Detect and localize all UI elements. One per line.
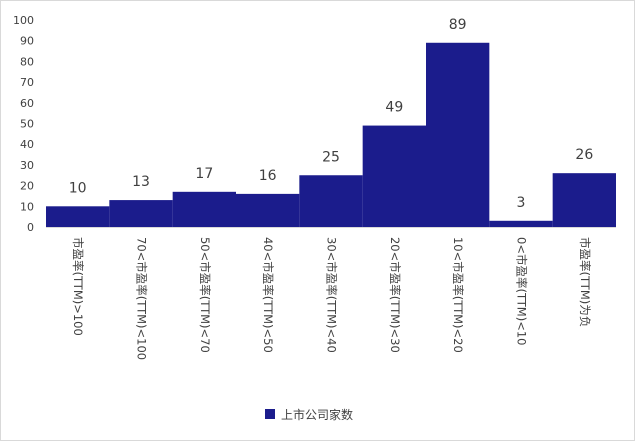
bar	[109, 200, 173, 227]
bar	[489, 220, 553, 227]
y-tick-label: 70	[20, 76, 34, 89]
y-axis: 0 10 20 30 40 50 60 70 80 90 100	[13, 14, 34, 234]
x-tick-label: 0<市盈率(TTM)<10	[515, 237, 529, 345]
y-tick-label: 80	[20, 55, 34, 68]
bar	[552, 173, 616, 227]
data-label: 13	[132, 174, 150, 190]
y-tick-label: 40	[20, 138, 34, 151]
y-tick-label: 0	[27, 221, 34, 234]
bar	[299, 175, 363, 227]
bar	[236, 193, 300, 227]
x-tick-label: 市盈率(TTM)为负	[578, 237, 592, 327]
y-tick-label: 90	[20, 35, 34, 48]
data-labels: 10 13 17 16 25 49 89 3 26	[69, 17, 594, 211]
x-tick-label: 50<市盈率(TTM)<70	[198, 237, 212, 353]
bars	[46, 42, 616, 227]
y-tick-label: 60	[20, 97, 34, 110]
legend: 上市公司家数	[265, 407, 353, 422]
data-label: 25	[322, 149, 340, 165]
bar	[46, 206, 110, 227]
data-label: 26	[575, 147, 593, 163]
x-tick-label: 40<市盈率(TTM)<50	[261, 237, 275, 353]
data-label: 17	[195, 166, 213, 182]
bar	[426, 42, 490, 227]
legend-swatch	[265, 409, 275, 419]
x-tick-label: 10<市盈率(TTM)<20	[451, 237, 465, 353]
y-tick-label: 20	[20, 180, 34, 193]
data-label: 3	[517, 195, 526, 211]
x-tick-label: 30<市盈率(TTM)<40	[325, 237, 339, 353]
data-label: 89	[449, 17, 467, 33]
bar	[362, 125, 426, 227]
y-tick-label: 10	[20, 200, 34, 213]
data-label: 16	[259, 168, 277, 184]
bar	[172, 191, 236, 227]
y-tick-label: 30	[20, 159, 34, 172]
y-tick-label: 50	[20, 118, 34, 131]
y-tick-label: 100	[13, 14, 34, 27]
legend-label: 上市公司家数	[281, 407, 353, 422]
x-tick-label: 20<市盈率(TTM)<30	[388, 237, 402, 353]
data-label: 49	[385, 100, 403, 116]
x-tick-label: 市盈率(TTM)>100	[71, 237, 85, 336]
x-tick-label: 70<市盈率(TTM)<100	[135, 237, 149, 360]
x-axis-labels: 市盈率(TTM)>100 70<市盈率(TTM)<100 50<市盈率(TTM)<7…	[71, 237, 592, 360]
data-label: 10	[69, 180, 87, 196]
